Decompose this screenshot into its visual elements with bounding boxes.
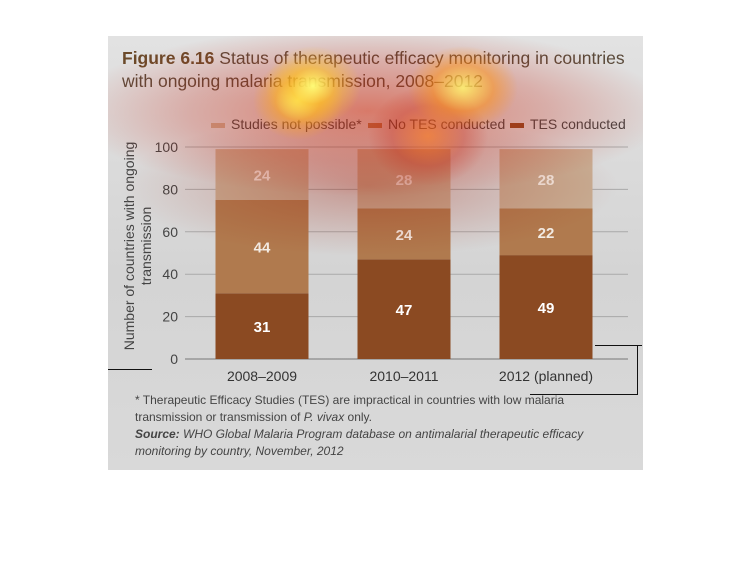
source-text: WHO Global Malaria Program database on a… [135, 427, 584, 458]
x-tick-label: 2010–2011 [369, 368, 438, 384]
footnote-species: P. vivax [303, 410, 345, 424]
bar-value-label: 22 [538, 225, 555, 242]
bar-value-label: 49 [538, 300, 555, 317]
bar-value-label: 47 [396, 302, 413, 319]
source-label: Source: [135, 427, 180, 441]
bar-value-label: 31 [254, 319, 271, 336]
bar-value-label: 28 [396, 172, 413, 189]
bar-value-label: 44 [254, 240, 271, 257]
x-tick-labels: 2008–2009 2010–2011 2012 (planned) [227, 368, 593, 384]
frame-line-right-vertical [637, 345, 638, 395]
x-tick-label: 2012 (planned) [499, 368, 593, 384]
frame-line-left [108, 369, 152, 370]
footnote-text: * Therapeutic Efficacy Studies (TES) are… [135, 393, 565, 424]
y-tick-label: 60 [162, 224, 178, 240]
bar-value-label: 24 [254, 168, 271, 185]
footnote-suffix: only. [344, 410, 372, 424]
footnote: * Therapeutic Efficacy Studies (TES) are… [135, 392, 630, 426]
frame-line-right-bottom [530, 394, 638, 395]
bar-value-label: 28 [538, 172, 555, 189]
y-tick-label: 20 [162, 309, 178, 325]
source-note: Source: WHO Global Malaria Program datab… [135, 426, 630, 460]
y-tick-labels: 0 20 40 60 80 100 [155, 139, 179, 367]
x-tick-label: 2008–2009 [227, 368, 297, 384]
y-tick-label: 40 [162, 266, 178, 282]
bar-value-label: 24 [396, 227, 413, 244]
bars: 31 44 24 47 24 28 49 22 28 [215, 149, 593, 359]
frame-line-right-top [595, 345, 642, 346]
y-tick-label: 80 [162, 181, 178, 197]
y-tick-label: 100 [155, 139, 179, 155]
y-tick-label: 0 [170, 351, 178, 367]
